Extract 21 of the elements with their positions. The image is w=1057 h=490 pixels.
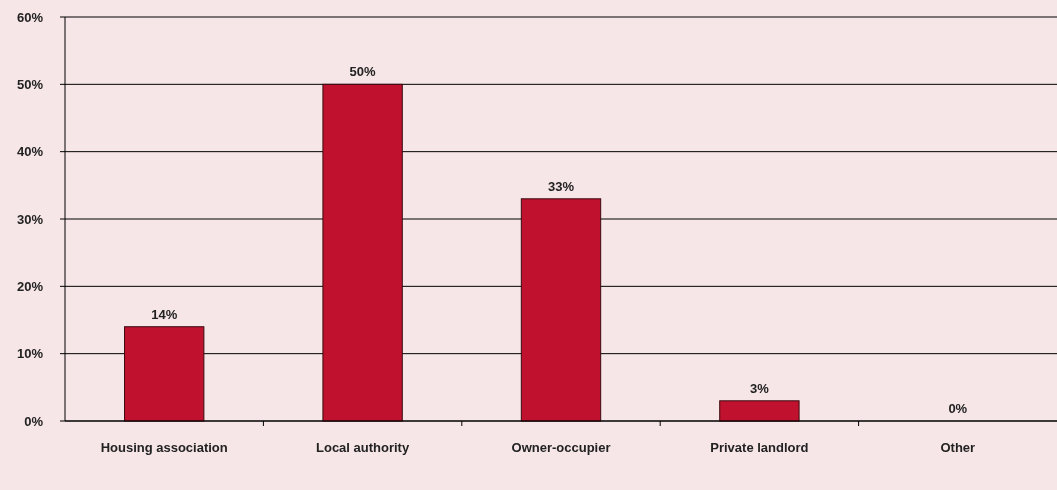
y-tick-label: 30% — [16, 211, 44, 227]
data-label: 14% — [151, 306, 178, 322]
bar — [520, 198, 602, 422]
x-tick-label: Owner-occupier — [511, 440, 611, 455]
x-tick-label: Housing association — [100, 440, 228, 455]
y-tick-label: 50% — [16, 76, 44, 92]
data-label: 0% — [948, 401, 968, 416]
bar — [719, 400, 800, 422]
bar — [322, 83, 403, 422]
y-tick-label: 60% — [16, 9, 44, 25]
x-tick-label: Local authority — [316, 440, 410, 455]
data-label: 33% — [547, 178, 575, 194]
data-label: 50% — [349, 64, 377, 80]
bar — [124, 326, 205, 422]
y-tick-label: 20% — [16, 278, 44, 294]
y-tick-label: 0% — [24, 413, 44, 429]
x-tick-label: Private landlord — [710, 440, 809, 455]
y-tick-label: 10% — [16, 346, 44, 362]
data-label: 3% — [750, 380, 770, 396]
y-tick-label: 40% — [16, 144, 44, 160]
x-tick-label: Other — [940, 440, 976, 455]
